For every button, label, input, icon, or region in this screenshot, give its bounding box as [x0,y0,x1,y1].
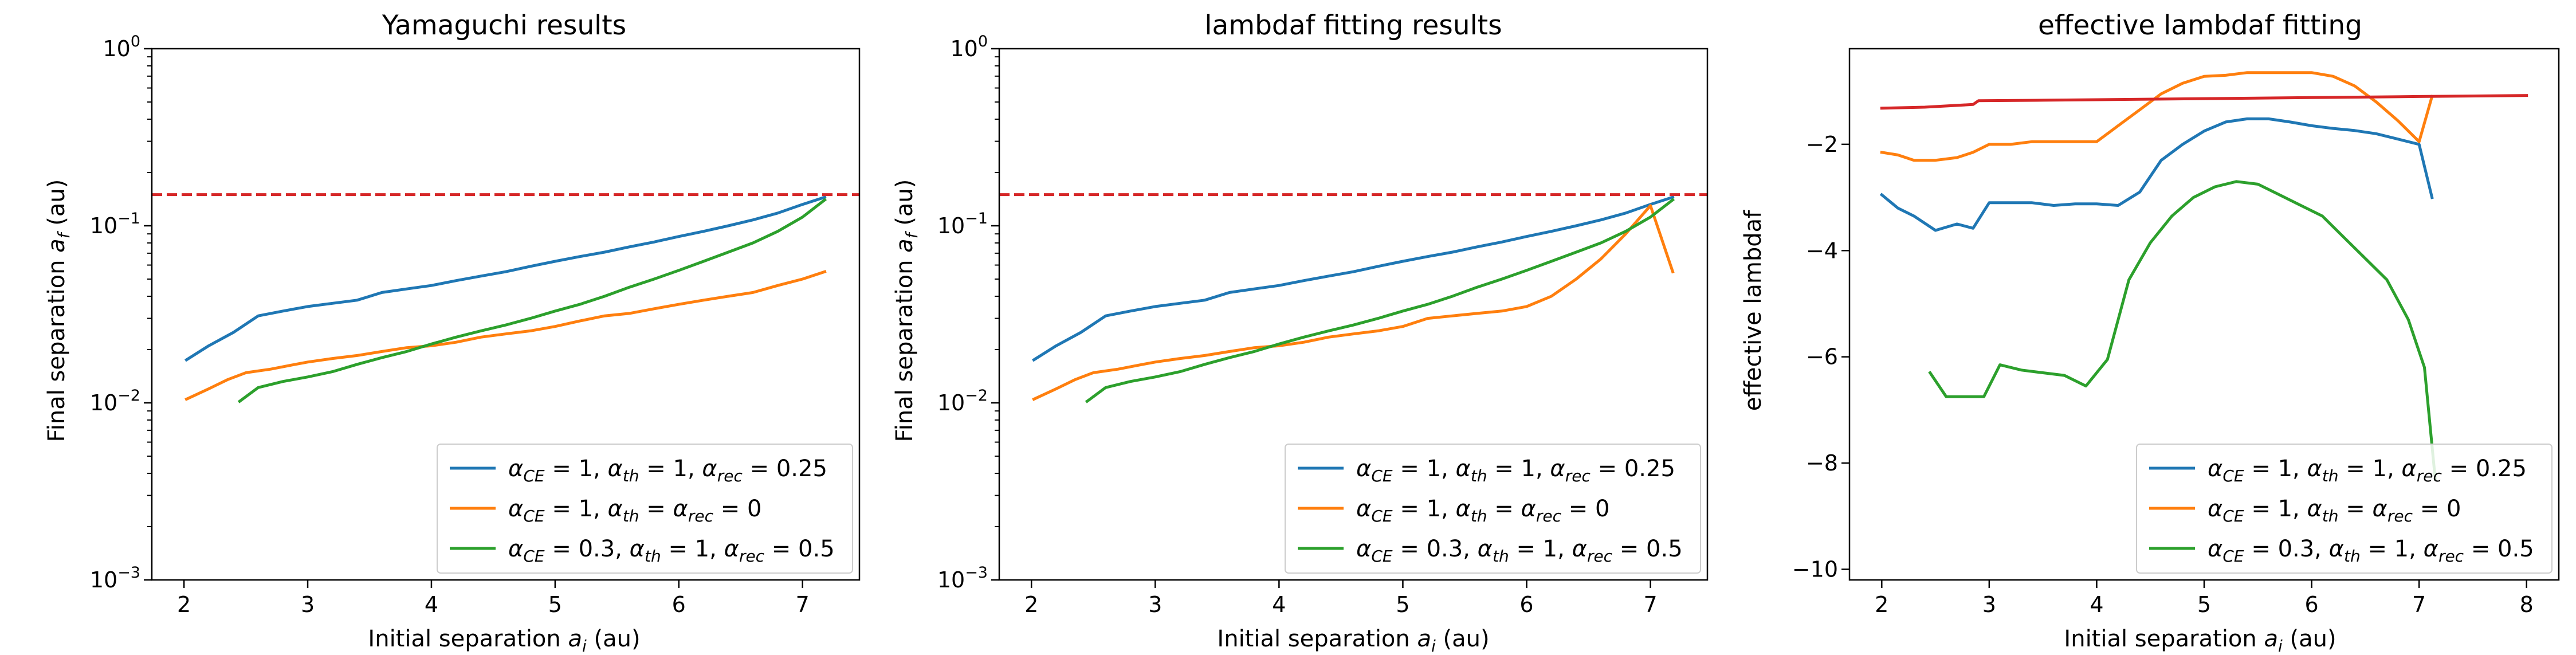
legend: αCE = 1, αth = 1, αrec = 0.25 αCE = 1, αt… [1285,444,1701,574]
y-tick-label: −6 [1806,344,1838,370]
series-line-2 [1880,71,2434,162]
x-tick-label: 4 [1272,592,1286,617]
y-tick-label: 10−2 [90,387,140,415]
legend-label: αCE = 1, αth = αrec = 0 [508,496,761,525]
panel-yamaguchi: Yamaguchi results Initial separation ai … [44,10,861,655]
panel-effective-lambdaf: effective lambdaf fitting Initial separa… [1740,10,2560,655]
x-tick-label: 5 [2197,592,2211,617]
y-tick-label: 10−2 [937,387,988,415]
x-tick-label: 5 [548,592,562,617]
x-tick-label: 6 [2304,592,2318,617]
x-axis-label: Initial separation ai (au) [1217,626,1489,655]
panel-title: lambdaf fitting results [1204,10,1502,41]
y-tick-label: −8 [1806,450,1838,476]
series-line-1 [1032,195,1675,362]
x-tick-label: 8 [2520,592,2534,617]
x-tick-label: 7 [796,592,810,617]
x-axis-label: Initial separation ai (au) [368,626,640,655]
panel-title: effective lambdaf fitting [2038,10,2362,41]
series-line-4 [1880,94,2528,110]
x-tick-label: 3 [1148,592,1162,617]
axes-frame [1848,48,2560,581]
series-line-3 [1928,180,2437,481]
axes-frame [151,48,861,581]
legend-box [437,444,853,574]
legend-label: αCE = 0.3, αth = 1, αrec = 0.5 [2208,536,2534,566]
plot-area: 2 3 4 5 6 7 8 −10 −8 −6 −4 −2 αCE = 1, αth = 1, αrec… [1792,48,2560,617]
legend-box [1285,444,1701,574]
x-tick-label: 7 [2412,592,2426,617]
series-line-1 [1879,117,2434,232]
x-tick-label: 6 [1519,592,1533,617]
legend-label: αCE = 1, αth = 1, αrec = 0.25 [2208,456,2527,485]
x-axis-label: Initial separation ai (au) [2064,626,2336,655]
y-axis-label: Final separation af (au) [892,179,921,442]
y-tick-label: −4 [1806,238,1838,263]
legend-label: αCE = 0.3, αth = 1, αrec = 0.5 [508,536,835,566]
y-axis-label: effective lambdaf [1740,210,1766,411]
x-tick-label: 7 [1644,592,1658,617]
series-line-1 [184,195,827,362]
y-tick-label: 10−1 [90,210,140,238]
legend: αCE = 1, αth = 1, αrec = 0.25 αCE = 1, αt… [437,444,853,574]
legend: αCE = 1, αth = 1, αrec = 0.25 αCE = 1, αt… [2136,444,2553,574]
x-tick-label: 4 [2090,592,2103,617]
y-tick-label: 10−3 [90,564,140,593]
legend-box [2136,444,2553,574]
panel-lambdaf: lambdaf fitting results Initial separati… [892,10,1709,655]
y-tick-label: 10−3 [937,564,988,593]
x-tick-label: 3 [301,592,315,617]
x-tick-label: 2 [1875,592,1888,617]
series-line-3 [237,198,827,403]
series-line-2 [184,270,827,401]
y-tick-label: −2 [1806,132,1838,157]
legend-label: αCE = 1, αth = 1, αrec = 0.25 [508,456,827,485]
plot-area: 2 3 4 5 6 7 10−3 10−2 10−1 100 αCE = 1, αth = 1, α… [90,33,861,617]
y-tick-label: 10−1 [937,210,988,238]
series-line-3 [1085,198,1675,403]
legend-label: αCE = 1, αth = 1, αrec = 0.25 [1356,456,1675,485]
x-tick-label: 5 [1396,592,1409,617]
legend-label: αCE = 1, αth = αrec = 0 [1356,496,1609,525]
panel-title: Yamaguchi results [382,10,626,41]
y-tick-label: 100 [103,33,140,61]
x-tick-label: 3 [1982,592,1996,617]
axes-frame [998,48,1709,581]
y-tick-label: −10 [1792,556,1838,582]
series-line-2 [1032,204,1675,401]
plot-area: 2 3 4 5 6 7 10−3 10−2 10−1 100 αCE = 1, αth = 1, α… [937,33,1709,617]
x-tick-label: 6 [672,592,686,617]
x-tick-label: 4 [425,592,438,617]
x-tick-label: 2 [1024,592,1038,617]
legend-label: αCE = 0.3, αth = 1, αrec = 0.5 [1356,536,1683,566]
x-tick-label: 2 [177,592,191,617]
y-tick-label: 100 [950,33,988,61]
legend-label: αCE = 1, αth = αrec = 0 [2208,496,2461,525]
y-axis-label: Final separation af (au) [44,179,73,442]
